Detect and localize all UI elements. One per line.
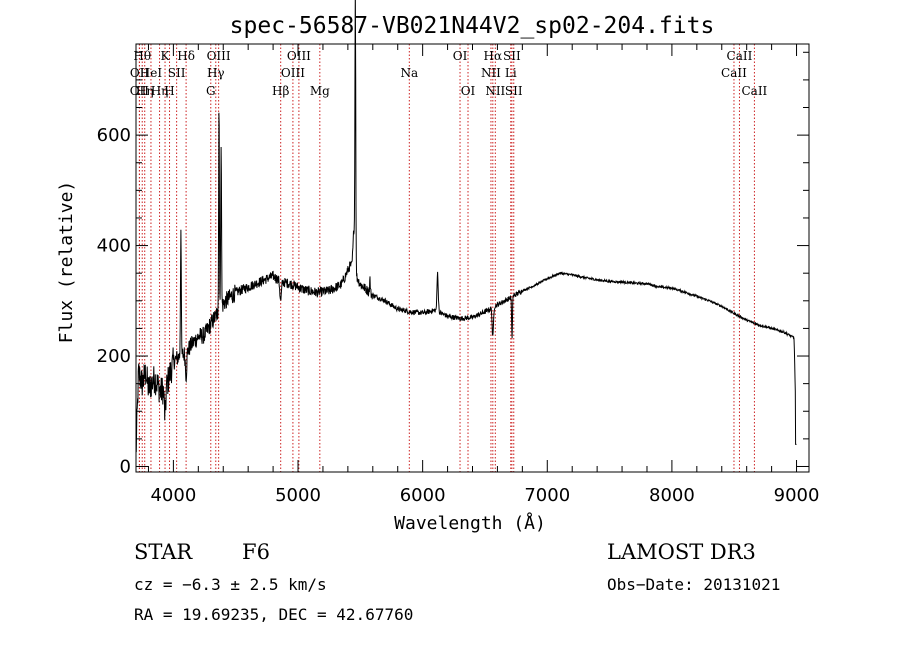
line-label: Li xyxy=(505,66,517,80)
y-axis-ticks: 0 200 400 600 xyxy=(97,51,809,477)
line-label: CaII xyxy=(721,66,747,80)
x-tick-label: 4000 xyxy=(150,485,196,506)
x-tick-label: 6000 xyxy=(400,485,446,506)
x-tick-label: 7000 xyxy=(524,485,570,506)
coordinates-readout: RA = 19.69235, DEC = 42.67760 xyxy=(134,605,413,624)
line-label: SII xyxy=(505,84,523,98)
line-label: OII xyxy=(130,84,150,98)
line-label: OI xyxy=(461,84,476,98)
line-label: Hγ xyxy=(207,66,225,80)
line-label: NII xyxy=(485,84,505,98)
line-label: OII xyxy=(130,66,150,80)
line-label: H xyxy=(164,84,174,98)
line-label: CaII xyxy=(727,49,753,63)
line-label: HeI xyxy=(140,66,163,80)
y-tick-label: 600 xyxy=(97,125,131,146)
line-label: OI xyxy=(453,49,468,63)
x-tick-label: 5000 xyxy=(275,485,321,506)
line-label: Na xyxy=(400,66,418,80)
y-tick-label: 400 xyxy=(97,236,131,257)
line-label: Hδ xyxy=(177,49,195,63)
line-label: OIII xyxy=(287,49,311,63)
line-label: K xyxy=(161,49,171,63)
spectral-line-markers xyxy=(138,44,755,472)
line-label: G xyxy=(206,84,216,98)
spectrum-series-flux xyxy=(135,0,797,453)
line-label: Hη xyxy=(136,84,154,98)
chart-title: spec-56587-VB021N44V2_sp02-204.fits xyxy=(230,13,715,39)
object-subclass: F6 xyxy=(242,540,270,564)
line-label: OIII xyxy=(281,66,305,80)
x-tick-label: 8000 xyxy=(649,485,695,506)
line-label: SII xyxy=(168,66,186,80)
line-label: OIII xyxy=(207,49,231,63)
y-tick-label: 0 xyxy=(120,456,131,477)
line-label: Hη xyxy=(151,84,169,98)
y-axis-label: Flux (relative) xyxy=(56,181,77,344)
x-axis-label: Wavelength (Å) xyxy=(394,512,546,534)
line-label: NII xyxy=(481,66,501,80)
x-tick-label: 9000 xyxy=(774,485,820,506)
line-label: Hα xyxy=(484,49,503,63)
spectral-line-labels: OIIOIIHθHηHeIHηKHSIIHδGHγOIIIHβOIIIOIIIM… xyxy=(130,49,768,98)
y-tick-label: 200 xyxy=(97,346,131,367)
survey-release: LAMOST DR3 xyxy=(607,540,756,564)
object-class: STAR xyxy=(134,540,193,564)
line-label: SII xyxy=(503,49,521,63)
line-label: Hβ xyxy=(272,84,289,98)
x-axis-ticks: 4000 5000 6000 7000 8000 9000 xyxy=(147,44,820,506)
observation-date: Obs−Date: 20131021 xyxy=(607,575,780,594)
plot-frame xyxy=(135,43,810,473)
redshift-readout: cz = −6.3 ± 2.5 km/s xyxy=(134,575,327,594)
line-label: Mg xyxy=(310,84,330,98)
line-label: CaII xyxy=(741,84,767,98)
